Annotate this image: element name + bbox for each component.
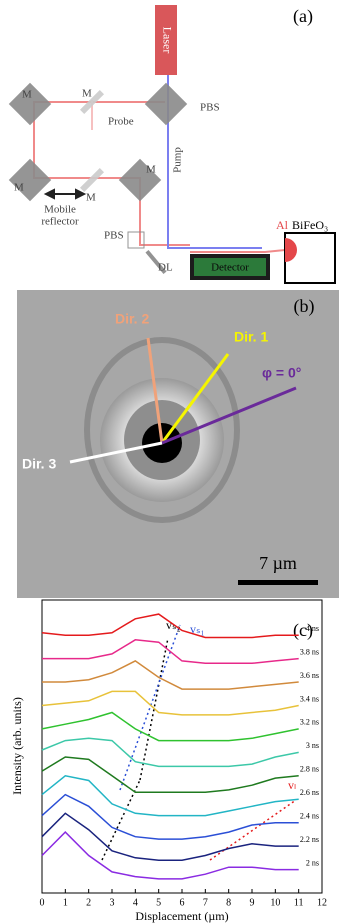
panel-c: (c) vₛ₂ vₛ₁ vₗ Displacement (µm) Intensi… xyxy=(10,599,327,923)
series-line xyxy=(41,831,299,880)
pbs-label: PBS xyxy=(200,102,220,114)
series-label: 2 ns xyxy=(306,858,319,867)
dir-line xyxy=(161,386,297,445)
dir-line xyxy=(146,337,164,444)
mobile-label: Mobile xyxy=(44,204,76,216)
series-line xyxy=(41,793,299,840)
scale-bar xyxy=(238,580,318,585)
series-label: 4 ns xyxy=(306,624,319,633)
series-label: 3.2 ns xyxy=(300,718,319,727)
al-film xyxy=(285,238,297,262)
series-line xyxy=(41,613,299,639)
series-label: 3 ns xyxy=(306,741,319,750)
series-label: 2.6 ns xyxy=(300,788,319,797)
mirror-label: M xyxy=(22,89,32,101)
x-axis-label: Displacement (µm) xyxy=(135,909,228,923)
x-tick-label: 4 xyxy=(133,897,138,908)
series-line xyxy=(41,812,299,861)
panel-label: (b) xyxy=(294,296,315,317)
x-tick-label: 9 xyxy=(250,897,255,908)
ring xyxy=(84,337,240,523)
series-line xyxy=(41,774,299,817)
detector-inner xyxy=(194,258,266,276)
annotation: vₗ xyxy=(288,778,296,792)
x-tick-label: 3 xyxy=(110,897,115,908)
dir-line xyxy=(69,441,163,464)
x-tick-label: 6 xyxy=(180,897,185,908)
series-line xyxy=(42,639,299,665)
pump-label: Pump xyxy=(172,147,184,173)
series-line xyxy=(42,660,299,690)
series-label: 2.8 ns xyxy=(300,765,319,774)
mobile-arrow xyxy=(43,188,87,200)
series-label: 3.8 ns xyxy=(300,647,319,656)
series-line xyxy=(41,756,299,793)
x-tick-label: 0 xyxy=(40,897,45,908)
probe-label: Probe xyxy=(108,116,134,128)
beams xyxy=(33,75,286,253)
panel-b: (b) Dir. 1 Dir. 2 Dir. 3 φ = 0° 7 µm xyxy=(17,290,339,598)
guide-line xyxy=(119,624,181,791)
dir-label: Dir. 3 xyxy=(22,456,56,472)
series-label: 2.4 ns xyxy=(300,812,319,821)
mirror-label: M xyxy=(82,88,92,100)
series-line xyxy=(41,737,299,768)
dl-label: DL xyxy=(158,262,173,274)
phi-label: φ = 0° xyxy=(262,365,301,381)
series-label: 3.4 ns xyxy=(300,694,319,703)
annotation: vₛ₁ xyxy=(190,622,205,636)
plot-frame xyxy=(41,599,323,894)
x-tick-label: 12 xyxy=(317,897,327,908)
laser-label: Laser xyxy=(160,27,174,54)
panel-a: (a) Laser PBS PBS Probe Pump M M M M M xyxy=(8,5,336,284)
laser xyxy=(155,5,177,75)
x-tick-label: 1 xyxy=(63,897,68,908)
mobile-label: reflector xyxy=(41,216,79,228)
dir-label: Dir. 2 xyxy=(115,311,149,327)
panel-label: (a) xyxy=(293,6,313,27)
x-tick-label: 8 xyxy=(226,897,231,908)
scale-label: 7 µm xyxy=(259,553,297,573)
x-tick-label: 11 xyxy=(294,897,304,908)
sample-label: BiFeO₃ xyxy=(292,218,328,232)
x-tick-label: 2 xyxy=(86,897,91,908)
detector-label: Detector xyxy=(211,262,249,274)
x-tick-label: 7 xyxy=(203,897,208,908)
dir-label: Dir. 1 xyxy=(234,329,268,345)
mirror-label: M xyxy=(146,164,156,176)
series-label: 2.2 ns xyxy=(300,835,319,844)
pbs-label: PBS xyxy=(104,230,124,242)
al-label: Al xyxy=(276,218,289,232)
y-axis-label: Intensity (arb. units) xyxy=(10,697,24,795)
x-tick-label: 10 xyxy=(270,897,280,908)
mirror-label: M xyxy=(86,192,96,204)
mirror-label: M xyxy=(14,182,24,194)
guide-line xyxy=(139,637,169,781)
series-line xyxy=(41,690,299,716)
x-tick-label: 5 xyxy=(156,897,161,908)
series-label: 3.6 ns xyxy=(300,671,319,680)
dir-line xyxy=(160,353,230,444)
series-line xyxy=(41,711,299,742)
